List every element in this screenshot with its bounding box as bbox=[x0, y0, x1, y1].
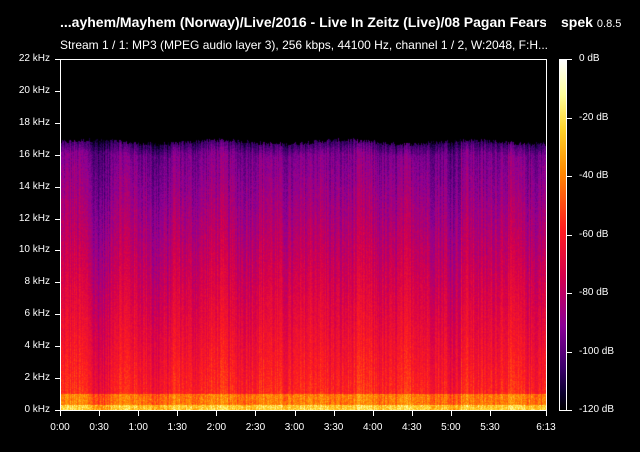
frequency-tick-label: 14 kHz bbox=[18, 180, 50, 192]
time-tick bbox=[546, 411, 547, 416]
frequency-tick-label: 0 kHz bbox=[24, 404, 50, 415]
frequency-tick bbox=[55, 59, 60, 60]
frequency-tick-label: 12 kHz bbox=[18, 212, 50, 224]
time-tick bbox=[489, 411, 491, 416]
time-tick bbox=[411, 411, 413, 416]
time-tick bbox=[333, 411, 335, 416]
db-tick bbox=[567, 293, 572, 294]
time-tick-label: 4:30 bbox=[402, 422, 422, 433]
time-tick-label: 1:00 bbox=[128, 422, 148, 433]
db-tick bbox=[567, 59, 572, 60]
app-brand: spek 0.8.5 bbox=[561, 14, 621, 32]
frequency-tick-label: 18 kHz bbox=[18, 116, 50, 128]
db-tick bbox=[567, 351, 572, 353]
frequency-tick-label: 22 kHz bbox=[18, 53, 50, 64]
time-tick bbox=[372, 411, 374, 416]
app-name: spek bbox=[561, 14, 593, 30]
time-tick-label: 2:00 bbox=[206, 422, 227, 433]
time-tick-label: 0:00 bbox=[50, 422, 70, 433]
frequency-tick-label: 6 kHz bbox=[24, 308, 50, 320]
db-tick-label: -60 dB bbox=[579, 228, 609, 240]
db-tick bbox=[567, 176, 572, 177]
db-tick-label: -120 dB bbox=[579, 404, 615, 415]
time-tick bbox=[99, 411, 101, 416]
file-title: ...ayhem/Mayhem (Norway)/Live/2016 - Liv… bbox=[60, 14, 546, 30]
frequency-tick-label: 16 kHz bbox=[18, 148, 50, 160]
time-tick bbox=[60, 411, 61, 416]
time-tick bbox=[255, 411, 257, 416]
db-tick-label: -20 dB bbox=[579, 111, 609, 123]
time-tick-label: 5:00 bbox=[441, 422, 461, 433]
frequency-tick bbox=[55, 186, 60, 188]
time-tick bbox=[294, 411, 296, 416]
spectrogram-canvas bbox=[61, 60, 546, 410]
db-tick bbox=[567, 234, 572, 236]
time-tick-label: 5:30 bbox=[480, 422, 500, 433]
stream-info: Stream 1 / 1: MP3 (MPEG audio layer 3), … bbox=[60, 38, 549, 52]
db-color-scale bbox=[559, 59, 567, 411]
app-version: 0.8.5 bbox=[596, 18, 622, 30]
time-tick-label: 6:13 bbox=[536, 422, 556, 433]
frequency-tick bbox=[55, 154, 60, 156]
time-tick-label: 1:30 bbox=[167, 422, 187, 433]
time-tick-label: 3:30 bbox=[323, 422, 344, 433]
time-tick bbox=[216, 411, 218, 416]
frequency-tick-label: 20 kHz bbox=[18, 84, 50, 96]
time-tick-label: 4:00 bbox=[362, 422, 383, 433]
db-tick bbox=[567, 117, 572, 119]
frequency-tick-label: 8 kHz bbox=[24, 276, 50, 288]
frequency-tick bbox=[55, 314, 60, 316]
frequency-tick bbox=[55, 410, 60, 411]
frequency-tick bbox=[55, 218, 60, 220]
db-tick-label: -40 dB bbox=[579, 170, 609, 181]
time-tick-label: 0:30 bbox=[89, 422, 109, 433]
frequency-tick bbox=[55, 346, 60, 348]
frequency-tick bbox=[55, 282, 60, 284]
frequency-tick bbox=[55, 378, 60, 380]
db-tick-label: -100 dB bbox=[579, 345, 615, 357]
db-tick-label: 0 dB bbox=[579, 53, 600, 64]
frequency-tick bbox=[55, 90, 60, 92]
time-tick-label: 3:00 bbox=[284, 422, 305, 433]
frequency-tick-label: 10 kHz bbox=[18, 244, 50, 256]
db-tick bbox=[567, 410, 572, 411]
frequency-tick bbox=[55, 122, 60, 124]
frequency-tick-label: 2 kHz bbox=[24, 372, 50, 384]
frequency-tick bbox=[55, 250, 60, 252]
db-tick-label: -80 dB bbox=[579, 287, 609, 298]
time-tick-label: 2:30 bbox=[245, 422, 266, 433]
time-tick bbox=[177, 411, 179, 416]
frequency-tick-label: 4 kHz bbox=[24, 340, 50, 352]
spectrogram-plot bbox=[60, 59, 547, 411]
time-tick bbox=[138, 411, 140, 416]
time-tick bbox=[450, 411, 452, 416]
